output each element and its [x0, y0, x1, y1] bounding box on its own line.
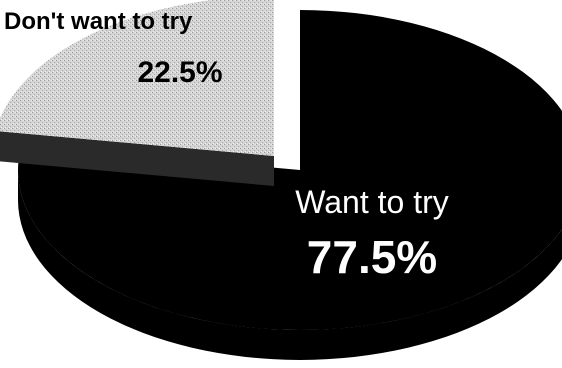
slice-want-to-try	[18, 10, 562, 360]
slice-dont-want-to-try-side	[0, 131, 274, 186]
value-label-dont-want-to-try: 22.5%	[137, 56, 222, 89]
slice-dont-want-to-try	[0, 0, 274, 186]
category-label-dont-want-to-try: Don't want to try	[4, 8, 193, 35]
slice-want-to-try-side	[18, 170, 562, 360]
slice-want-to-try-top	[18, 10, 562, 330]
category-label-want-to-try: Want to try	[295, 184, 449, 220]
value-label-want-to-try: 77.5%	[307, 231, 437, 283]
slice-dont-want-to-try-top	[0, 0, 274, 156]
